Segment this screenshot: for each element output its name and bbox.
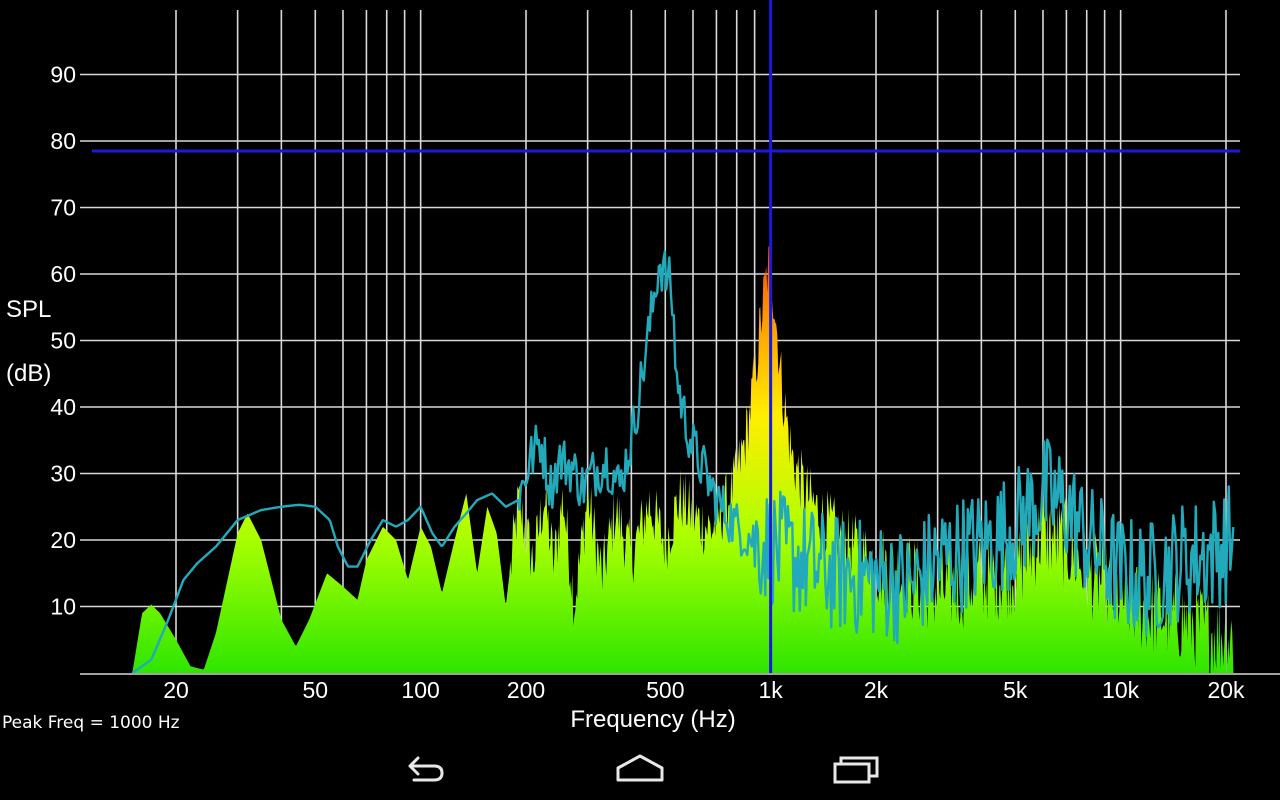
x-tick-labels: 20 50 100 200 500 1k 2k 5k 10k 20k xyxy=(163,677,1245,703)
y-axis-label-unit: (dB) xyxy=(6,360,51,387)
y-tick-label: 40 xyxy=(50,394,76,420)
reference-line-layer xyxy=(131,250,1235,674)
back-arrow-icon xyxy=(408,756,444,782)
x-tick-label: 5k xyxy=(1003,677,1028,703)
x-tick-label: 2k xyxy=(864,677,889,703)
y-tick-label: 70 xyxy=(50,195,76,221)
y-tick-label: 20 xyxy=(50,527,76,553)
x-tick-label: 20k xyxy=(1207,677,1245,703)
x-tick-label: 10k xyxy=(1102,677,1140,703)
y-tick-label: 50 xyxy=(50,328,76,354)
spectrum-fill-layer xyxy=(132,245,1234,673)
x-tick-label: 1k xyxy=(758,677,783,703)
back-button[interactable] xyxy=(374,736,474,800)
peak-frequency-readout: Peak Freq = 1000 Hz xyxy=(2,713,180,733)
y-tick-label: 80 xyxy=(50,128,76,154)
y-tick-labels: 10 20 30 40 50 60 70 80 90 xyxy=(50,62,76,620)
system-navigation-bar xyxy=(0,736,1280,800)
x-tick-label: 100 xyxy=(401,677,439,703)
recent-apps-button[interactable] xyxy=(807,736,907,800)
y-tick-label: 90 xyxy=(50,62,76,88)
spectrum-fill xyxy=(132,245,1234,673)
x-axis-label: Frequency (Hz) xyxy=(570,706,735,733)
x-tick-label: 200 xyxy=(507,677,545,703)
x-tick-label: 20 xyxy=(163,677,189,703)
reference-line xyxy=(131,250,1235,674)
y-tick-label: 10 xyxy=(50,594,76,620)
y-tick-label: 60 xyxy=(50,261,76,287)
home-button[interactable] xyxy=(590,736,690,800)
recent-apps-icon xyxy=(833,756,879,784)
y-tick-label: 30 xyxy=(50,461,76,487)
cursor-layer[interactable] xyxy=(92,0,1240,673)
y-axis-label: SPL xyxy=(6,296,51,323)
home-icon xyxy=(616,754,664,782)
x-tick-label: 500 xyxy=(646,677,684,703)
x-tick-label: 50 xyxy=(303,677,329,703)
spectrum-plot[interactable]: 10 20 30 40 50 60 70 80 90 20 50 100 200 500 1k 2k 5k 10… xyxy=(0,0,1280,736)
